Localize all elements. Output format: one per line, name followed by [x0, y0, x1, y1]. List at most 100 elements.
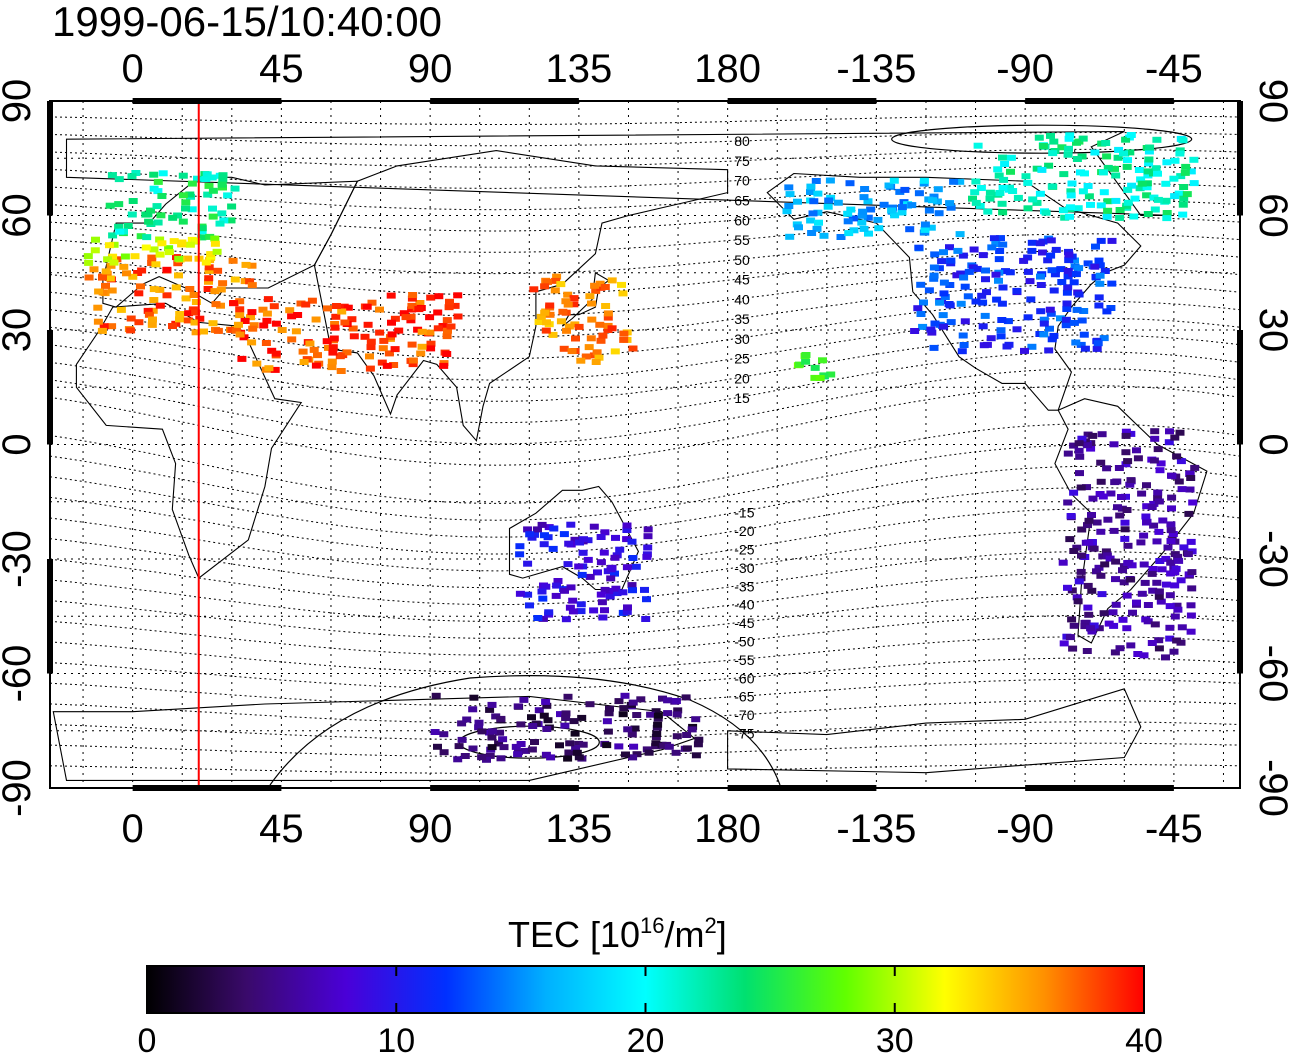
tec-cell [1041, 209, 1051, 216]
tec-cell [539, 541, 549, 548]
tec-cell [1130, 195, 1140, 202]
tec-cell [1170, 193, 1180, 200]
tec-cell [185, 286, 195, 292]
tec-cell [561, 616, 571, 623]
tec-cell [957, 348, 967, 355]
tec-cell [627, 538, 637, 545]
tec-cell [191, 237, 201, 244]
tec-cell [93, 304, 103, 311]
tec-cell [809, 198, 819, 205]
tec-cell [1109, 527, 1119, 534]
tec-cell [924, 207, 934, 214]
tec-cell [538, 615, 548, 622]
tec-cell [218, 280, 228, 287]
tec-cell [413, 326, 423, 333]
tec-cell [1061, 316, 1071, 323]
tec-cell [813, 209, 823, 216]
tec-cell [157, 240, 167, 247]
tec-cell [105, 242, 114, 249]
tec-cell [576, 357, 586, 364]
tec-cell [1144, 156, 1154, 163]
tec-cell [1155, 467, 1165, 474]
tec-cell [190, 319, 200, 326]
contour-line [50, 216, 1240, 253]
tec-cell [603, 310, 613, 317]
tec-cell [994, 256, 1004, 263]
tec-cell [1083, 260, 1093, 267]
tec-cell [155, 251, 165, 258]
tec-cell [1153, 196, 1163, 203]
tec-cell [1083, 442, 1093, 449]
tec-cell [599, 549, 609, 556]
tec-cell [606, 566, 616, 573]
tec-cell [794, 224, 803, 231]
tec-cell [1165, 603, 1175, 610]
tec-cell [576, 601, 586, 608]
tec-cell [592, 349, 602, 356]
tec-cell [1083, 604, 1093, 611]
tec-cell [605, 593, 615, 600]
tec-cell [1077, 153, 1087, 160]
tec-cell [1001, 268, 1010, 275]
tec-cell [247, 339, 257, 346]
tec-cell [1088, 432, 1098, 439]
tec-cell [1108, 609, 1118, 616]
tec-cell [930, 320, 940, 327]
tec-cell [1136, 539, 1146, 546]
tec-cell [576, 608, 586, 615]
tec-cell [533, 526, 542, 533]
tec-cell [1035, 240, 1045, 247]
tec-cell [168, 214, 178, 221]
tec-cell [1056, 266, 1066, 273]
tec-cell [542, 702, 552, 709]
tec-cell [101, 282, 110, 289]
tec-cell [561, 298, 571, 305]
tec-cell [623, 726, 633, 733]
tec-cell [843, 218, 853, 225]
tec-cell [127, 211, 137, 218]
tec-cell [671, 749, 681, 756]
tec-cell [407, 295, 417, 302]
tec-cell [204, 278, 213, 285]
tec-cell [301, 301, 311, 308]
tec-cell [109, 241, 119, 248]
tec-cell [1065, 536, 1075, 543]
tec-cell [114, 176, 124, 183]
tec-cell [889, 177, 899, 184]
tec-cell [1072, 544, 1082, 551]
tec-cell [258, 306, 268, 313]
tec-cell [367, 299, 377, 306]
tec-cell [1020, 347, 1029, 354]
tec-cell [595, 321, 605, 328]
tec-cell [199, 328, 208, 335]
tec-cell [920, 226, 930, 233]
tec-cell [574, 563, 584, 570]
tec-cell [426, 340, 436, 347]
tec-cell [1065, 634, 1075, 641]
tec-cell [1102, 552, 1112, 559]
tec-cell [90, 247, 100, 254]
tec-cell [230, 185, 240, 192]
tec-cell [1188, 499, 1198, 506]
tec-cell [1077, 435, 1087, 442]
coastline [65, 130, 1174, 217]
tec-cell [623, 604, 632, 611]
tec-cell [1142, 192, 1152, 199]
tec-cell [857, 212, 867, 219]
tec-cell [1091, 243, 1100, 250]
tec-cell [810, 374, 820, 381]
tec-cell [1074, 440, 1084, 447]
bottom-lon-tick-label: -90 [996, 807, 1054, 851]
tec-cell [1063, 450, 1073, 457]
tec-cell [1111, 172, 1121, 179]
tec-cell [642, 746, 652, 753]
tec-cell [271, 320, 281, 327]
tec-cell [846, 206, 856, 213]
tec-cell [330, 321, 340, 327]
tec-cell [1102, 213, 1112, 220]
tec-cell [622, 608, 632, 615]
tec-cell [845, 180, 855, 187]
tec-cell [426, 345, 436, 352]
tec-cell [162, 266, 172, 273]
tec-cell [542, 319, 551, 326]
